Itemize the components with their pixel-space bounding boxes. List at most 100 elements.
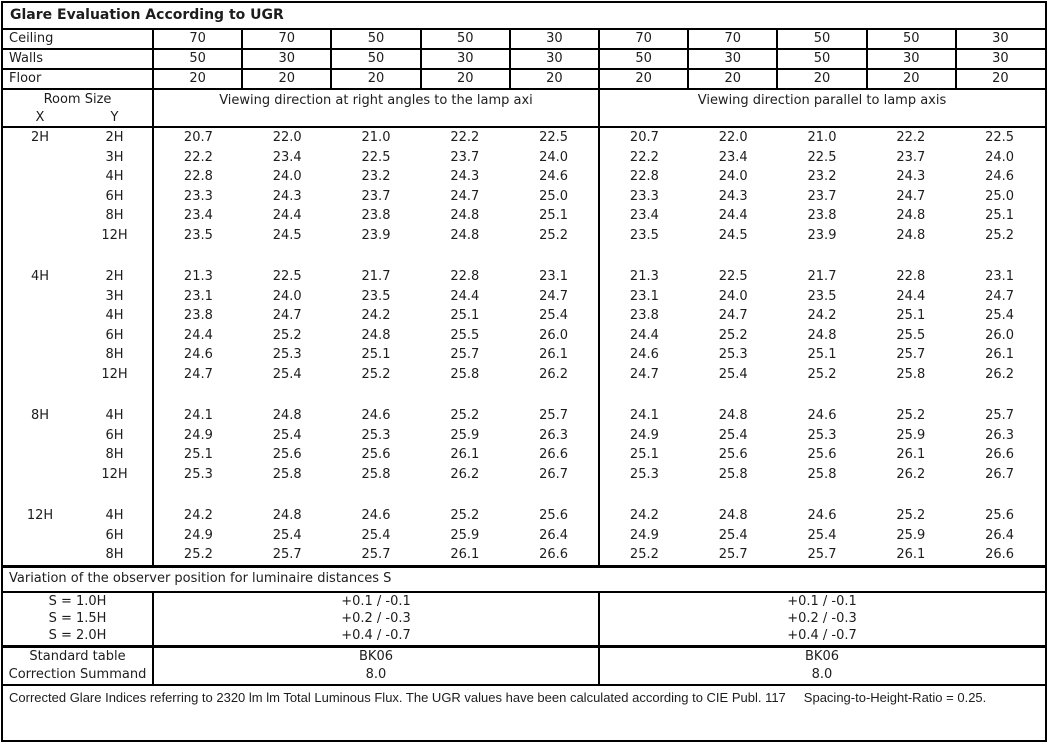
room-x-cell	[3, 287, 77, 307]
surface-value-cell: 30	[508, 30, 598, 48]
ugr-value-cell: 24.6	[629, 347, 659, 362]
ugr-values-half: 22.8 24.0 23.2 24.3 24.6	[152, 167, 598, 187]
ugr-value-cell: 23.8	[361, 208, 391, 223]
ugr-value-cell: 25.4	[361, 527, 391, 543]
ugr-values-half: 23.8 24.7 24.2 25.1 25.4	[598, 306, 1044, 326]
ugr-value-cell: 23.3	[183, 188, 213, 204]
ugr-value-cell: 23.7	[361, 188, 391, 204]
room-y-cell: 4H	[105, 308, 124, 323]
ugr-value-cell: 22.5	[985, 130, 1015, 145]
ugr-values-half: 24.4 25.2 24.8 25.5 26.0	[598, 325, 1044, 345]
ugr-row: 12H 25.3 25.8 25.8 26.2 26.7 25.3 25.8 25.8 26.2 2…	[3, 464, 1045, 484]
summary-value: BK06	[359, 648, 393, 664]
ugr-values-half: 24.2 24.8 24.6 25.2 25.6	[598, 506, 1044, 526]
ugr-value-cell: 26.1	[896, 447, 926, 462]
surface-value-cell: 20	[954, 70, 1044, 88]
ugr-value-cell: 23.9	[807, 227, 837, 243]
room-x-cell	[3, 167, 77, 187]
table-title-row: Glare Evaluation According to UGR	[3, 3, 1045, 30]
ugr-value-cell: 26.7	[539, 466, 569, 482]
room-y-cell: 6H	[105, 527, 124, 543]
room-x-cell	[3, 545, 77, 565]
ugr-value-cell: 24.6	[807, 408, 837, 423]
variation-values-left: +0.1 / -0.1 +0.2 / -0.3 +0.4 / -0.7	[152, 592, 598, 645]
ugr-value-cell: 25.4	[718, 427, 748, 443]
ugr-value-cell: 25.7	[718, 547, 748, 562]
ugr-value-cell: 23.8	[183, 308, 213, 323]
ugr-value-cell: 25.8	[718, 466, 748, 482]
variation-values-right: +0.1 / -0.1 +0.2 / -0.3 +0.4 / -0.7	[598, 592, 1044, 645]
ugr-value-cell: 26.3	[539, 427, 569, 443]
room-x-cell	[3, 345, 77, 365]
ugr-value-cell: 26.0	[985, 327, 1015, 343]
room-x-cell	[3, 326, 77, 346]
ugr-value-cell: 24.8	[896, 227, 926, 243]
room-y-cell: 12H	[101, 466, 128, 482]
ugr-value-cell: 24.0	[718, 169, 748, 184]
ugr-value-cell: 23.4	[272, 149, 302, 165]
ugr-value-cell: 23.1	[629, 288, 659, 304]
ugr-value-cell: 25.2	[361, 366, 391, 382]
ugr-value-cell: 21.0	[361, 130, 391, 145]
ugr-value-cell: 24.6	[807, 508, 837, 523]
surface-value-cell: 20	[419, 70, 509, 88]
surface-row-label: Walls	[9, 51, 43, 66]
ugr-value-cell: 23.5	[807, 288, 837, 304]
column-header-row: Room Size X Y Viewing direction at right…	[3, 90, 1045, 128]
viewing-direction-parallel-header: Viewing direction parallel to lamp axis	[598, 90, 1044, 126]
ugr-value-cell: 25.6	[718, 447, 748, 462]
ugr-value-cell: 22.2	[450, 130, 480, 145]
ugr-value-cell: 23.5	[361, 288, 391, 304]
variation-label: S = 1.0H	[48, 593, 107, 609]
ugr-value-cell: 25.8	[272, 466, 302, 482]
ugr-values-half: 23.5 24.5 23.9 24.8 25.2	[598, 225, 1044, 245]
ugr-value-cell: 26.6	[539, 447, 569, 462]
ugr-value-cell: 25.4	[718, 527, 748, 543]
room-y-cell: 8H	[105, 547, 124, 562]
surface-value-cell: 30	[508, 50, 598, 68]
room-size-label: Room Size	[43, 92, 112, 107]
ugr-value-cell: 24.6	[539, 169, 569, 184]
ugr-value-cell: 24.8	[272, 508, 302, 523]
ugr-value-cell: 25.0	[539, 188, 569, 204]
ugr-values-half: 21.3 22.5 21.7 22.8 23.1	[152, 267, 598, 287]
variation-label: S = 1.5H	[48, 610, 107, 626]
ugr-value-cell: 24.7	[896, 188, 926, 204]
variation-section: S = 1.0H S = 1.5H S = 2.0H +0.1 / -0.1 +0.2 …	[3, 592, 1045, 648]
ugr-value-cell: 25.7	[896, 347, 926, 362]
ugr-value-cell: 23.8	[629, 308, 659, 323]
summary-values-left: BK06 8.0	[152, 647, 598, 684]
ugr-value-cell: 24.0	[718, 288, 748, 304]
ugr-value-cell: 25.2	[985, 227, 1015, 243]
ugr-value-cell: 25.7	[807, 547, 837, 562]
ugr-values-half: 22.2 23.4 22.5 23.7 24.0	[152, 147, 598, 167]
ugr-values-half: 23.3 24.3 23.7 24.7 25.0	[152, 186, 598, 206]
ugr-row: 3H 22.2 23.4 22.5 23.7 24.0 22.2 23.4 22.5 23.7 24…	[3, 147, 1045, 167]
ugr-values-half: 24.9 25.4 25.4 25.9 26.4	[152, 525, 598, 545]
room-y-cell: 3H	[105, 149, 124, 165]
surface-value-cell: 30	[954, 30, 1044, 48]
ugr-value-cell: 25.9	[896, 527, 926, 543]
ugr-value-cell: 25.4	[272, 427, 302, 443]
ugr-value-cell: 24.4	[450, 288, 480, 304]
room-y-cell: 6H	[105, 188, 124, 204]
ugr-value-cell: 25.2	[272, 327, 302, 343]
room-y-cell: 2H	[105, 130, 124, 145]
ugr-value-cell: 20.7	[629, 130, 659, 145]
variation-labels: S = 1.0H S = 1.5H S = 2.0H	[3, 593, 152, 645]
surface-value-cell: 50	[776, 30, 865, 48]
ugr-value-cell: 25.8	[896, 366, 926, 382]
ugr-value-cell: 22.8	[450, 269, 480, 284]
ugr-value-cell: 25.8	[361, 466, 391, 482]
ugr-value-cell: 22.0	[718, 130, 748, 145]
ugr-value-cell: 24.1	[183, 408, 213, 423]
block-spacer-row	[3, 245, 1045, 267]
ugr-value-cell: 24.4	[272, 208, 302, 223]
room-x-cell	[3, 365, 77, 385]
ugr-value-cell: 25.7	[361, 547, 391, 562]
ugr-value-cell: 24.6	[361, 408, 391, 423]
ugr-value-cell: 24.6	[183, 347, 213, 362]
ugr-value-cell: 26.1	[539, 347, 569, 362]
variation-label: S = 2.0H	[48, 628, 107, 644]
ugr-value-cell: 23.2	[361, 169, 391, 184]
